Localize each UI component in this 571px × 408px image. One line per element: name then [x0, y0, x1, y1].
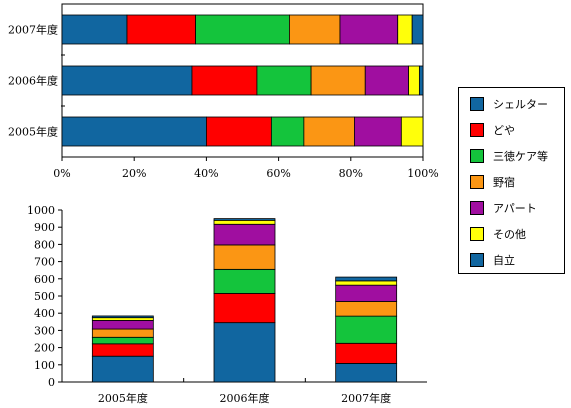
bar-segment-e382a2e38391e383bce38388	[335, 284, 398, 302]
legend-item-doya: どや	[470, 121, 515, 139]
bar-segment-e382b7e382a7e383abe382bfe383bc	[335, 276, 398, 282]
legend-swatch	[470, 201, 484, 215]
legend-swatch	[470, 123, 484, 137]
bar-segment-e3819de381aee4bb96	[213, 219, 276, 225]
bar-segment-e3819de381aee4bb96	[91, 317, 154, 321]
bar-segment-e381a9e38284	[91, 343, 154, 357]
bar-segment-e382a2e38391e383bce38388	[91, 320, 154, 330]
legend-label: アパート	[493, 202, 537, 215]
bar-segment-e9878ee5aebf	[91, 328, 154, 338]
legend-label: どや	[493, 124, 515, 137]
bar-segment-e4b889e5beb3e382b1e382a2e7ad89	[91, 336, 154, 345]
bar-segment-e9878ee5aebf	[310, 65, 366, 96]
bar-segment-e887aae7ab8b	[335, 363, 398, 383]
y-tick-label: 0	[48, 376, 55, 389]
legend-swatch	[470, 253, 484, 267]
legend-item-jiritsu: 自立	[470, 251, 515, 269]
category-label: 2005年度	[8, 125, 58, 139]
legend-label: シェルター	[493, 98, 548, 111]
bar-segment-e381a9e38284	[335, 342, 398, 364]
percent-stacked-bar-chart: 2007年度 2006年度 2005年度 0% 20% 40% 60% 80% 100%	[8, 3, 439, 180]
bar-segment-e381a9e38284	[213, 293, 276, 324]
bar-segment-e4b889e5beb3e382b1e382a2e7ad89	[213, 268, 276, 294]
bar-segment-e887aae7ab8b	[91, 355, 154, 383]
bar-segment-e9878ee5aebf	[289, 14, 341, 45]
bar-segment-e4b889e5beb3e382b1e382a2e7ad89	[270, 116, 305, 147]
x-tick-label: 20%	[122, 167, 146, 180]
bar-segment-e9878ee5aebf	[335, 301, 398, 317]
chart-legend: シェルター どや 三徳ケア等 野宿 アパート その他 自立	[458, 87, 565, 274]
bar-segment-e9878ee5aebf	[303, 116, 355, 147]
y-tick-label: 900	[34, 221, 55, 234]
category-label: 2005年度	[98, 391, 148, 405]
bar-segment-e9878ee5aebf	[213, 244, 276, 270]
legend-label: 自立	[493, 254, 515, 267]
bar-segment-e887aae7ab8b	[418, 65, 424, 96]
bar-segment-e887aae7ab8b	[411, 14, 424, 45]
y-tick-label: 600	[34, 273, 55, 286]
bar-segment-e382a2e38391e383bce38388	[354, 116, 402, 147]
y-tick-label: 700	[34, 256, 55, 269]
y-tick-label: 800	[34, 238, 55, 251]
category-label: 2006年度	[8, 74, 58, 88]
legend-swatch	[470, 175, 484, 189]
legend-swatch	[470, 149, 484, 163]
legend-label: その他	[493, 228, 526, 241]
bar-segment-e382b7e382a7e383abe382bfe383bc	[61, 116, 207, 147]
bar-segment-e4b889e5beb3e382b1e382a2e7ad89	[335, 315, 398, 344]
legend-swatch	[470, 97, 484, 111]
bar-segment-e382a2e38391e383bce38388	[213, 223, 276, 246]
x-tick-label: 40%	[194, 167, 218, 180]
y-tick-label: 1000	[27, 204, 55, 217]
legend-item-apartment: アパート	[470, 199, 537, 217]
bar-segment-e3819de381aee4bb96	[397, 14, 413, 45]
legend-label: 三徳ケア等	[493, 150, 548, 163]
bar-segment-e382b7e382a7e383abe382bfe383bc	[61, 65, 193, 96]
category-label: 2006年度	[220, 391, 270, 405]
y-tick-label: 300	[34, 324, 55, 337]
bar-segment-e887aae7ab8b	[213, 322, 276, 383]
stacked-bar-chart: 0 100 200 300 400 500 600 700 800 900 1000 2005年度 20…	[27, 204, 427, 405]
bar-segment-e381a9e38284	[191, 65, 258, 96]
legend-item-nojuku: 野宿	[470, 173, 515, 191]
x-tick-label: 100%	[407, 167, 438, 180]
y-tick-label: 500	[34, 290, 55, 303]
bar-segment-e4b889e5beb3e382b1e382a2e7ad89	[256, 65, 312, 96]
category-label: 2007年度	[8, 23, 58, 37]
legend-label: 野宿	[493, 176, 515, 189]
bar-segment-e382b7e382a7e383abe382bfe383bc	[213, 218, 276, 221]
x-tick-label: 60%	[266, 167, 290, 180]
category-label: 2007年度	[341, 391, 391, 405]
x-tick-label: 80%	[339, 167, 363, 180]
bar-segment-e381a9e38284	[205, 116, 272, 147]
legend-swatch	[470, 227, 484, 241]
bar-segment-e381a9e38284	[126, 14, 196, 45]
y-tick-label: 100	[34, 359, 55, 372]
y-tick-label: 200	[34, 342, 55, 355]
legend-item-shelter: シェルター	[470, 95, 548, 113]
legend-item-other: その他	[470, 225, 526, 243]
bar-segment-e3819de381aee4bb96	[408, 65, 420, 96]
y-tick-label: 400	[34, 307, 55, 320]
bar-segment-e382a2e38391e383bce38388	[364, 65, 409, 96]
bar-segment-e382b7e382a7e383abe382bfe383bc	[61, 14, 128, 45]
bar-segment-e3819de381aee4bb96	[400, 116, 424, 147]
legend-item-care: 三徳ケア等	[470, 147, 548, 165]
bar-segment-e382b7e382a7e383abe382bfe383bc	[91, 315, 154, 319]
x-tick-label: 0%	[53, 167, 70, 180]
bar-segment-e382a2e38391e383bce38388	[339, 14, 399, 45]
bar-segment-e4b889e5beb3e382b1e382a2e7ad89	[195, 14, 290, 45]
bar-segment-e3819de381aee4bb96	[335, 280, 398, 286]
